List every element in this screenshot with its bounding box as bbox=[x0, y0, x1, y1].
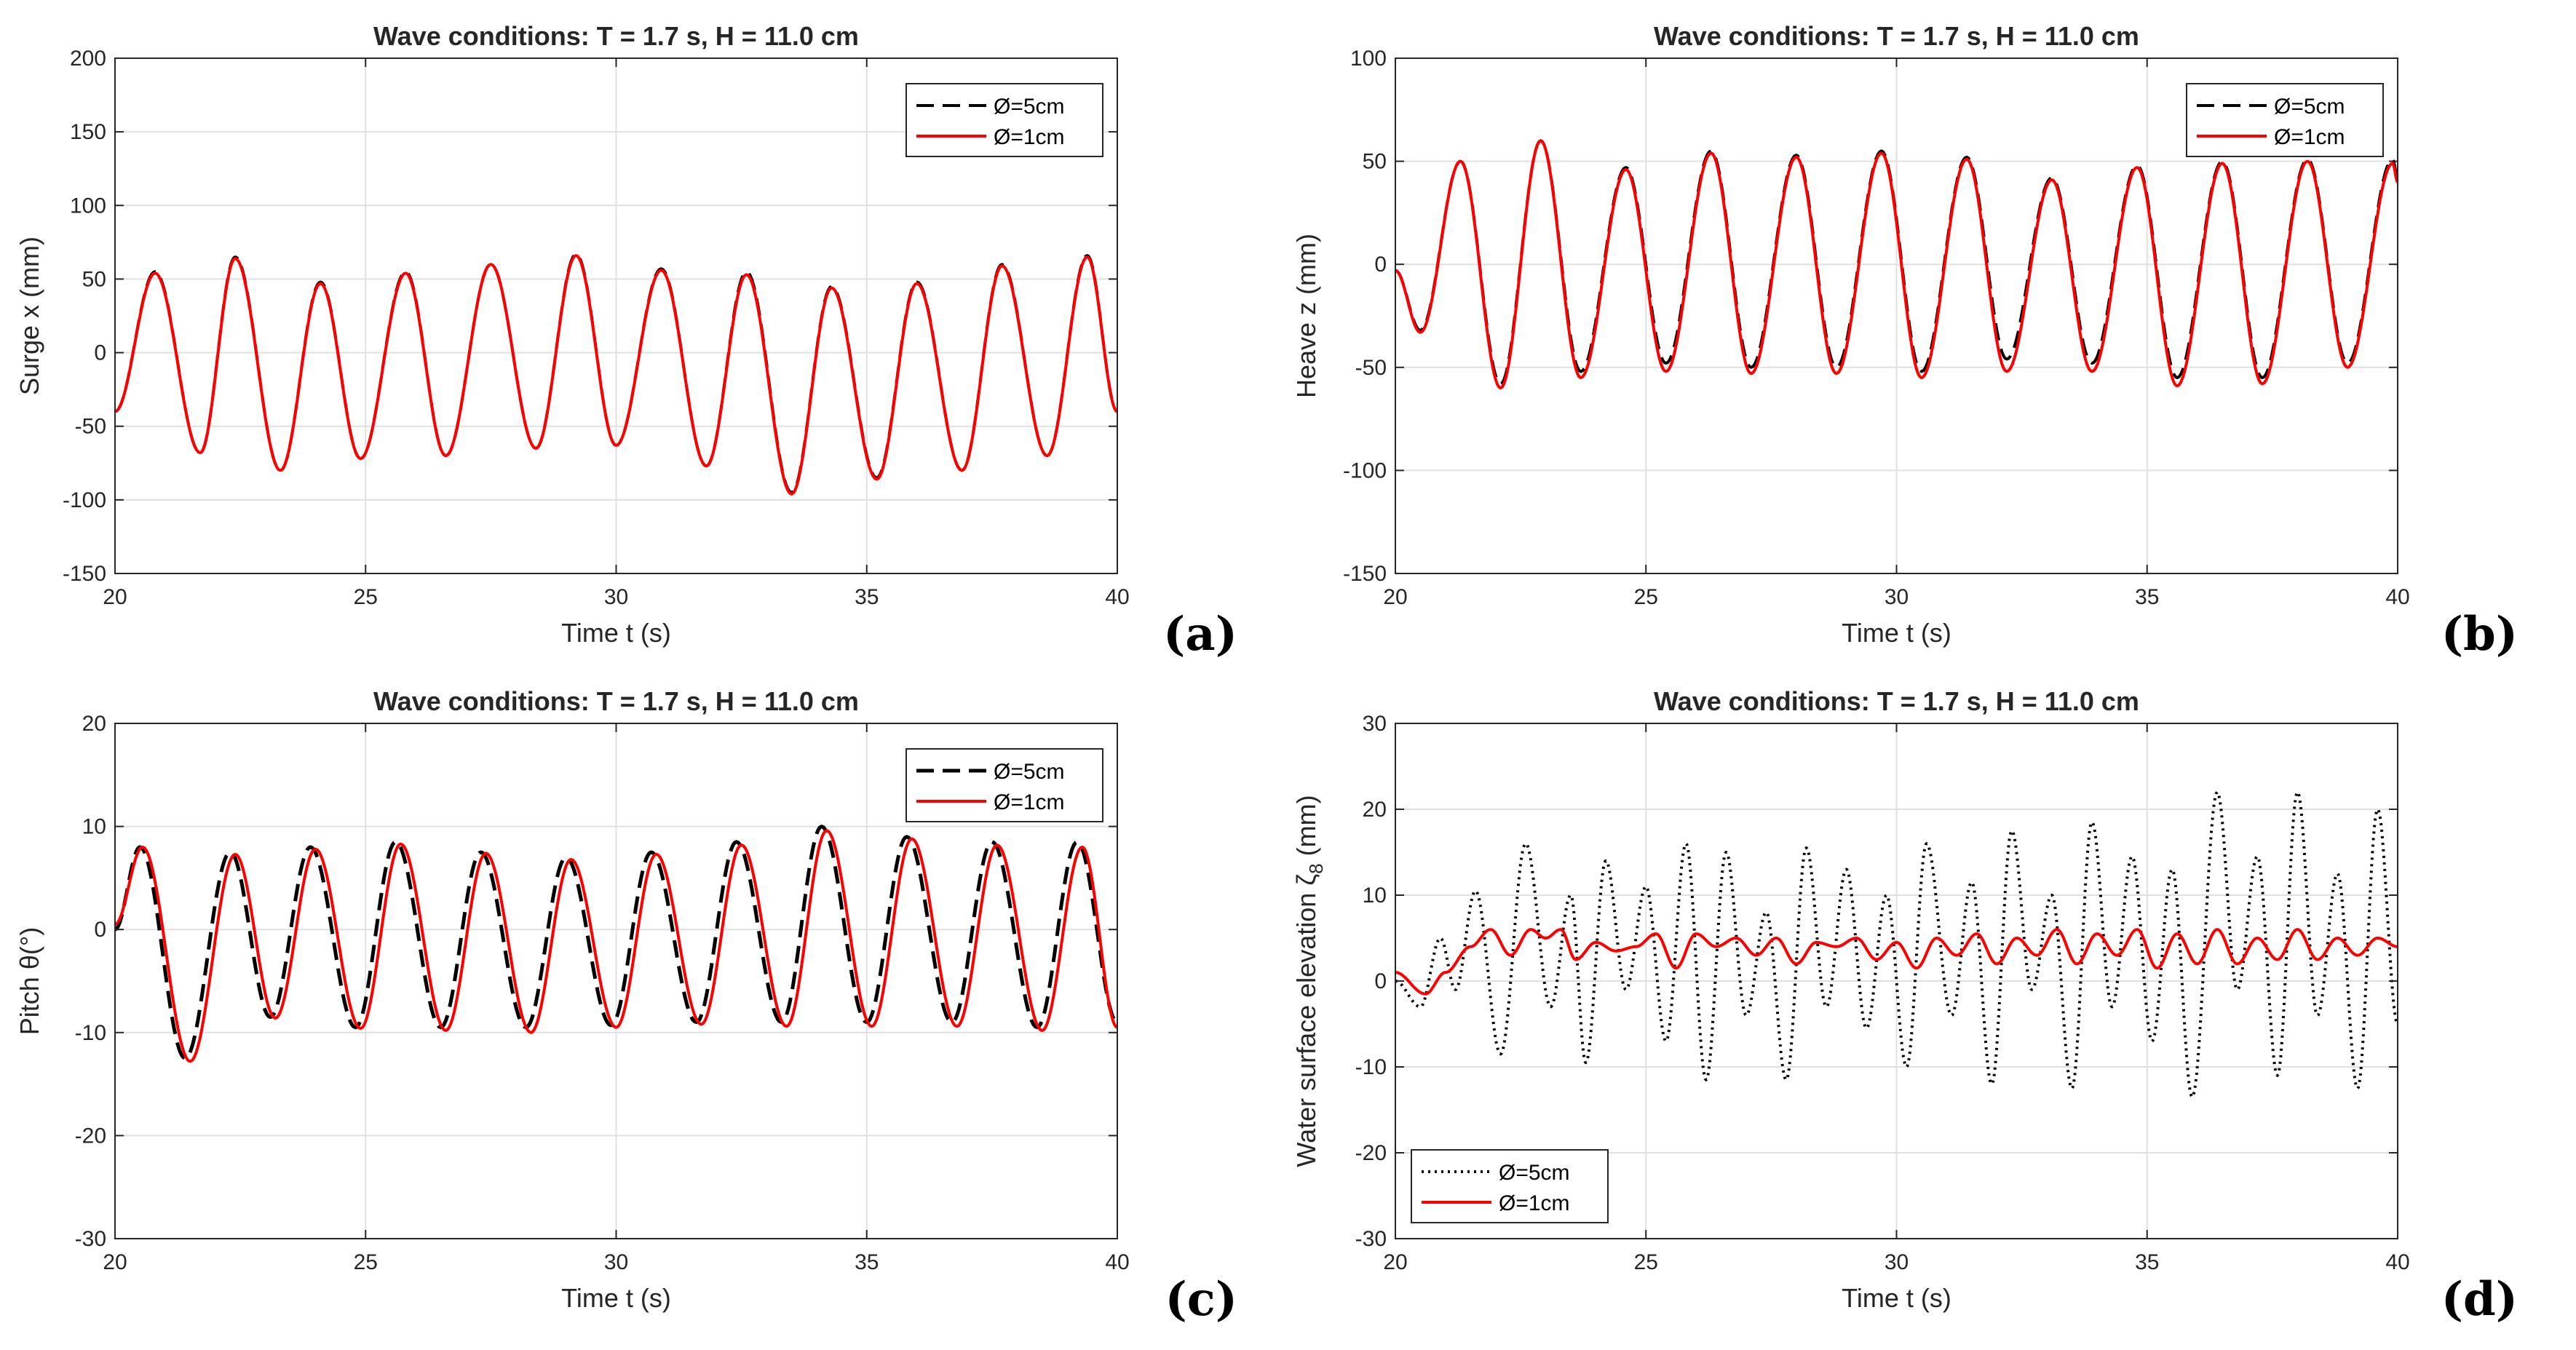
legend-box bbox=[905, 83, 1103, 157]
series-line-0 bbox=[115, 825, 1117, 1060]
y-tick-label: -50 bbox=[75, 415, 106, 439]
x-axis-label: Time t (s) bbox=[561, 1283, 671, 1313]
legend-label-1: Ø=1cm bbox=[994, 125, 1065, 149]
y-tick-label: -10 bbox=[1355, 1055, 1387, 1079]
x-tick-label: 40 bbox=[2385, 1250, 2409, 1274]
panel-2: 20 25 30 35 40 -30 -20 -10 0 10 20 Wave conditions:… bbox=[15, 686, 1237, 1327]
y-axis-label: Surge x (mm) bbox=[15, 237, 44, 395]
y-tick-label: 150 bbox=[70, 120, 106, 144]
x-tick-label: 25 bbox=[1634, 1250, 1658, 1274]
y-tick-label: -30 bbox=[75, 1227, 106, 1251]
legend: Ø=5cm Ø=1cm bbox=[905, 83, 1103, 157]
y-tick-label: -50 bbox=[1355, 356, 1387, 380]
y-axis-label-subscript: 8 bbox=[1305, 863, 1327, 873]
chart-title: Wave conditions: T = 1.7 s, H = 11.0 cm bbox=[373, 21, 859, 51]
y-axis-label: Water surface elevation ζ8 (mm) bbox=[1291, 795, 1327, 1167]
panel-tag: (b) bbox=[2441, 607, 2518, 662]
y-tick-label: 20 bbox=[1363, 798, 1387, 822]
x-tick-label: 20 bbox=[1383, 585, 1407, 609]
y-tick-label: -100 bbox=[63, 488, 106, 512]
y-tick-label: 30 bbox=[1363, 712, 1387, 736]
y-tick-label: 50 bbox=[1363, 150, 1387, 174]
panel-tag: (c) bbox=[1165, 1272, 1237, 1327]
y-axis-label: Pitch θ(°) bbox=[15, 927, 44, 1035]
legend-label-1: Ø=1cm bbox=[994, 790, 1065, 814]
panel-tag: (d) bbox=[2441, 1272, 2518, 1327]
y-tick-label: 200 bbox=[70, 47, 106, 71]
x-axis-label: Time t (s) bbox=[561, 618, 671, 648]
legend-box bbox=[2186, 83, 2384, 157]
x-tick-label: 20 bbox=[1383, 1250, 1407, 1274]
x-tick-label: 40 bbox=[2385, 585, 2409, 609]
y-tick-label: 20 bbox=[82, 712, 106, 736]
x-tick-label: 30 bbox=[604, 585, 628, 609]
y-tick-label: 0 bbox=[1374, 253, 1387, 277]
series-line-1 bbox=[115, 254, 1117, 496]
y-tick-label: 10 bbox=[82, 815, 106, 839]
y-tick-label: -100 bbox=[1343, 458, 1387, 483]
panel-1: 20 25 30 35 40 -150 -100 -50 0 50 100 Wave conditio… bbox=[1291, 21, 2518, 662]
x-tick-label: 25 bbox=[1634, 585, 1658, 609]
chart-title: Wave conditions: T = 1.7 s, H = 11.0 cm bbox=[1654, 21, 2139, 51]
y-axis-label: Heave z (mm) bbox=[1291, 234, 1321, 398]
x-tick-label: 35 bbox=[855, 585, 879, 609]
legend-label-0: Ø=5cm bbox=[994, 760, 1065, 784]
legend-label-1: Ø=1cm bbox=[1499, 1191, 1570, 1215]
x-tick-label: 25 bbox=[354, 1250, 378, 1274]
chart-title: Wave conditions: T = 1.7 s, H = 11.0 cm bbox=[373, 686, 859, 716]
legend-label-0: Ø=5cm bbox=[994, 95, 1065, 119]
panel-3: 20 25 30 35 40 -30 -20 -10 0 10 20 30 Wave condition… bbox=[1291, 686, 2518, 1327]
x-tick-label: 20 bbox=[103, 1250, 127, 1274]
series-line-1 bbox=[1395, 139, 2398, 390]
y-tick-label: 10 bbox=[1363, 884, 1387, 908]
y-tick-label: 0 bbox=[94, 918, 106, 942]
x-tick-label: 30 bbox=[1885, 585, 1909, 609]
series-line-1 bbox=[1395, 928, 2398, 996]
y-axis-label-main: Water surface elevation ζ bbox=[1291, 874, 1321, 1167]
x-tick-label: 35 bbox=[2135, 585, 2159, 609]
y-tick-label: -20 bbox=[75, 1124, 106, 1148]
y-tick-label: -30 bbox=[1355, 1227, 1387, 1251]
series-line-1 bbox=[115, 829, 1117, 1063]
y-tick-label: 100 bbox=[1350, 47, 1387, 71]
legend: Ø=5cm Ø=1cm bbox=[905, 748, 1103, 822]
legend: Ø=5cm Ø=1cm bbox=[1411, 1149, 1609, 1223]
legend-box bbox=[905, 748, 1103, 822]
x-tick-label: 30 bbox=[1885, 1250, 1909, 1274]
y-tick-label: 100 bbox=[70, 194, 106, 218]
y-tick-label: -10 bbox=[75, 1021, 106, 1045]
y-tick-label: -150 bbox=[63, 562, 106, 586]
panel-0: 20 25 30 35 40 -150 -100 -50 0 50 100 150 200 Wave co… bbox=[15, 21, 1237, 662]
y-axis-label-main: Surge x (mm) bbox=[15, 237, 44, 395]
y-axis-label-main: Heave z (mm) bbox=[1291, 234, 1321, 398]
series-line-0 bbox=[1395, 790, 2398, 1099]
y-tick-label: -20 bbox=[1355, 1141, 1387, 1165]
x-tick-label: 40 bbox=[1105, 1250, 1129, 1274]
y-axis-label-unit: (mm) bbox=[1291, 795, 1321, 863]
x-tick-label: 25 bbox=[354, 585, 378, 609]
x-tick-label: 35 bbox=[2135, 1250, 2159, 1274]
y-axis-label-main: Pitch θ(°) bbox=[15, 927, 44, 1035]
chart-title: Wave conditions: T = 1.7 s, H = 11.0 cm bbox=[1654, 686, 2139, 716]
panel-tag: (a) bbox=[1163, 607, 1237, 662]
x-tick-label: 40 bbox=[1105, 585, 1129, 609]
x-tick-label: 20 bbox=[103, 585, 127, 609]
legend-box bbox=[1411, 1149, 1609, 1223]
y-tick-label: -150 bbox=[1343, 562, 1387, 586]
legend-label-0: Ø=5cm bbox=[2274, 95, 2345, 119]
x-tick-label: 30 bbox=[604, 1250, 628, 1274]
legend: Ø=5cm Ø=1cm bbox=[2186, 83, 2384, 157]
x-axis-label: Time t (s) bbox=[1842, 618, 1951, 648]
x-tick-label: 35 bbox=[855, 1250, 879, 1274]
legend-label-0: Ø=5cm bbox=[1499, 1161, 1570, 1185]
y-tick-label: 50 bbox=[82, 267, 106, 291]
x-axis-label: Time t (s) bbox=[1842, 1283, 1951, 1313]
y-tick-label: 0 bbox=[94, 341, 106, 365]
legend-label-1: Ø=1cm bbox=[2274, 125, 2345, 149]
y-tick-label: 0 bbox=[1374, 969, 1387, 993]
